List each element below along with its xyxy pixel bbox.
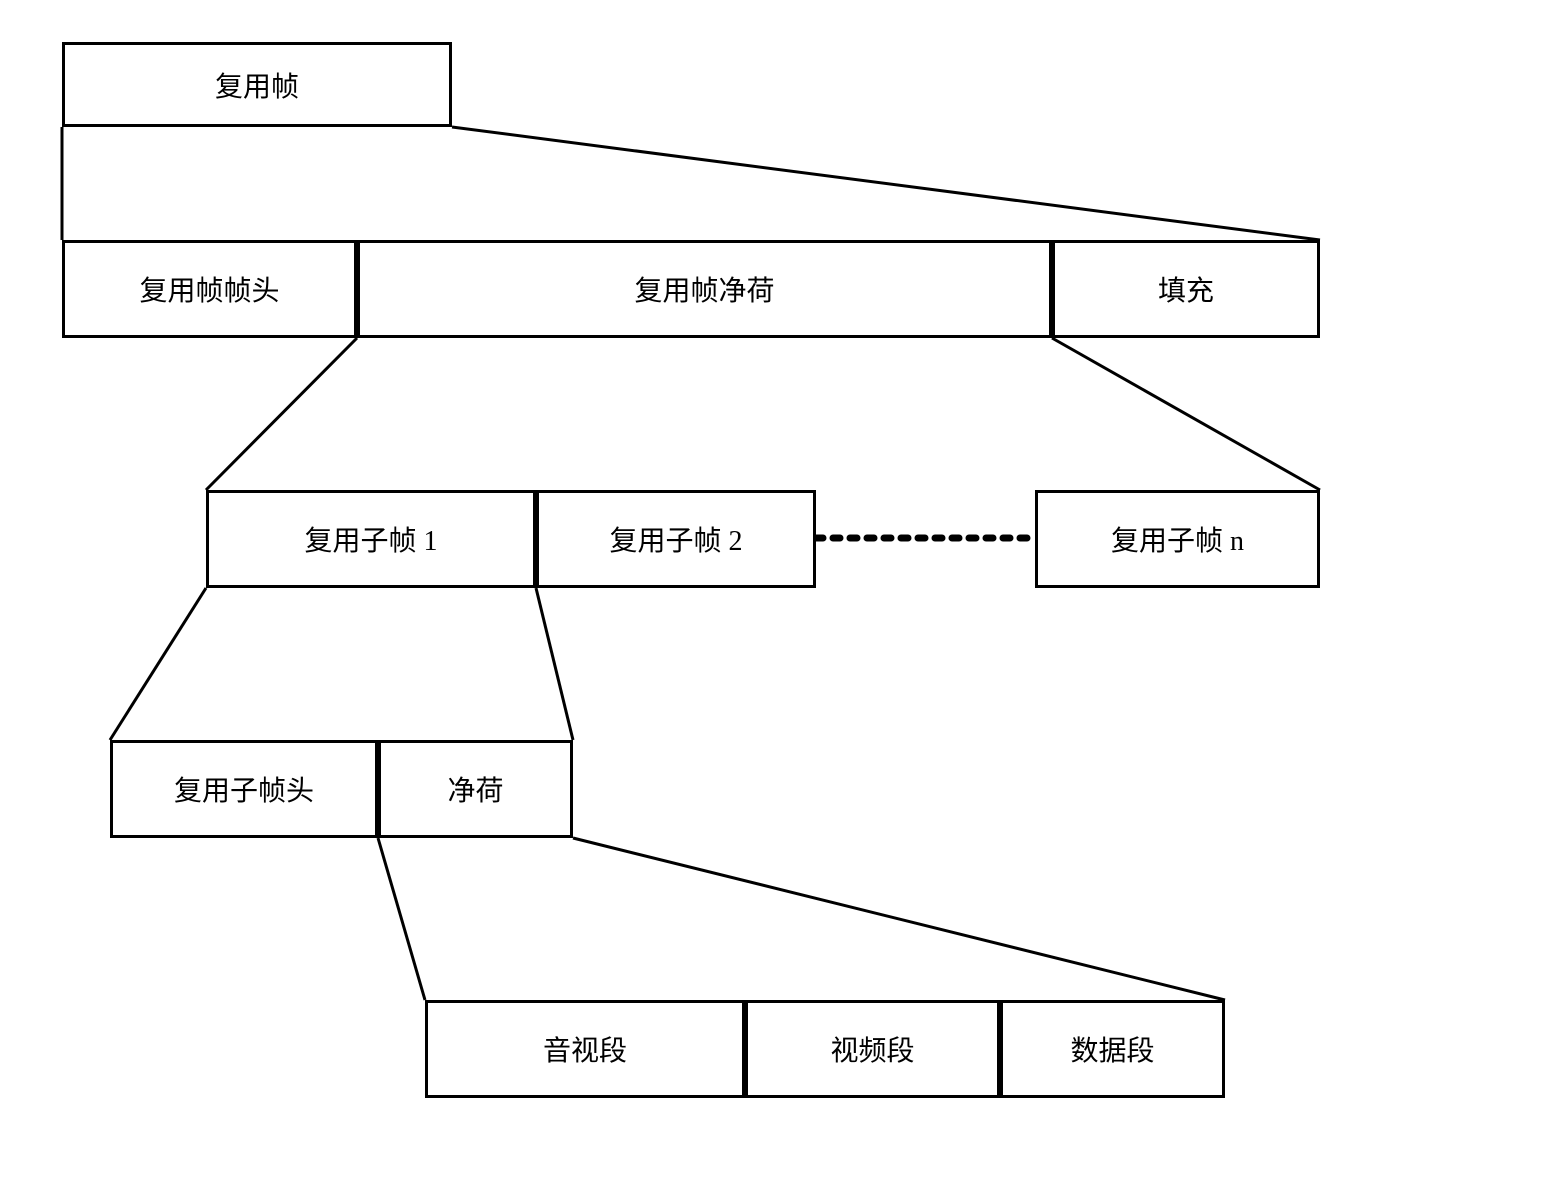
box-l3-sub1-label: 复用子帧 1 (304, 519, 437, 559)
box-root: 复用帧 (62, 42, 452, 127)
box-l4-payload: 净荷 (378, 740, 573, 838)
box-l2-payload: 复用帧净荷 (357, 240, 1052, 338)
box-l3-sub1: 复用子帧 1 (206, 490, 536, 588)
box-l5-data: 数据段 (1000, 1000, 1225, 1098)
box-l3-sub2: 复用子帧 2 (536, 490, 816, 588)
box-l3-subn-label: 复用子帧 n (1111, 519, 1244, 559)
box-l2-padding: 填充 (1052, 240, 1320, 338)
box-l4-subhdr-label: 复用子帧头 (174, 769, 314, 809)
box-l2-header: 复用帧帧头 (62, 240, 357, 338)
box-l5-data-label: 数据段 (1070, 1029, 1154, 1069)
box-l5-audio: 音视段 (425, 1000, 745, 1098)
box-l5-video-label: 视频段 (830, 1029, 914, 1069)
box-root-label: 复用帧 (215, 65, 299, 105)
box-l5-video: 视频段 (745, 1000, 1000, 1098)
box-l2-padding-label: 填充 (1158, 269, 1214, 309)
box-l3-sub2-label: 复用子帧 2 (609, 519, 742, 559)
box-l4-payload-label: 净荷 (447, 769, 503, 809)
box-l3-subn: 复用子帧 n (1035, 490, 1320, 588)
box-l2-header-label: 复用帧帧头 (139, 269, 279, 309)
box-l4-subhdr: 复用子帧头 (110, 740, 378, 838)
box-l5-audio-label: 音视段 (543, 1029, 627, 1069)
box-l2-payload-label: 复用帧净荷 (634, 269, 774, 309)
